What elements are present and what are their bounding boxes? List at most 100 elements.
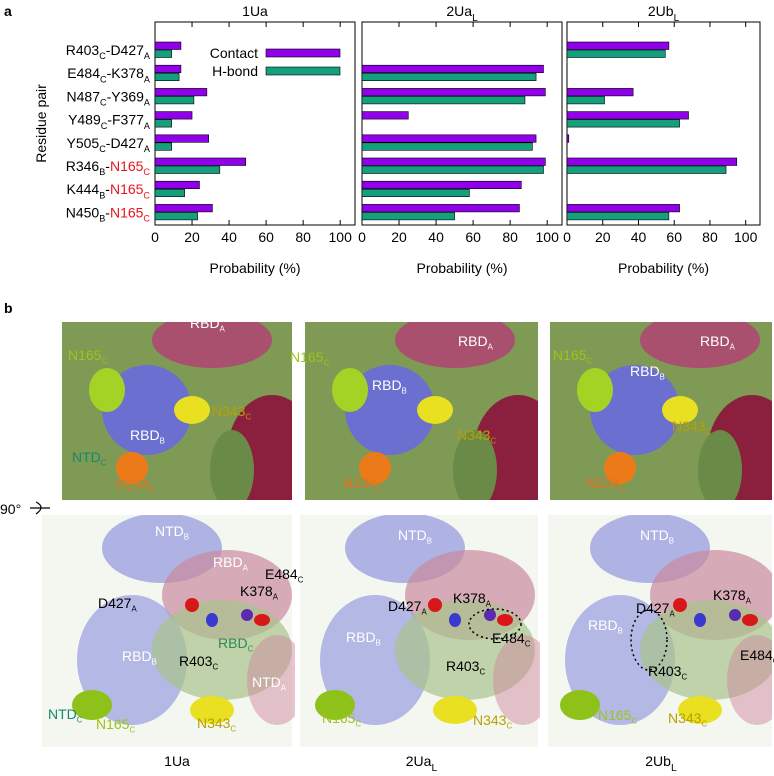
structure-label-sub: C bbox=[701, 720, 707, 729]
structure-label: RBDB bbox=[372, 377, 407, 396]
molecule-surface bbox=[72, 690, 112, 720]
structure-label-sub: B bbox=[669, 537, 674, 546]
molecule-surface bbox=[484, 609, 496, 621]
structure-label: N343C bbox=[668, 710, 707, 729]
structure-label: NTDB bbox=[640, 527, 674, 546]
structure-label: N343C bbox=[473, 712, 512, 731]
structure-label-text: RBD bbox=[346, 629, 376, 645]
y-tick-label-sub: B bbox=[99, 190, 105, 200]
structure-label-sub: C bbox=[149, 486, 155, 495]
x-tick-label: 100 bbox=[734, 229, 758, 245]
structure-top bbox=[550, 322, 772, 500]
bar bbox=[566, 49, 666, 58]
structure-label-text: RBD bbox=[122, 648, 152, 664]
molecule-surface bbox=[453, 430, 497, 500]
y-tick-label-sub: C bbox=[99, 144, 106, 154]
structure-label-sub: B bbox=[402, 387, 407, 396]
structure-label-sub: A bbox=[281, 684, 287, 693]
structure-label-text: R403 bbox=[446, 658, 480, 674]
structure-label-sub: C bbox=[506, 722, 512, 731]
structure-label: N343C bbox=[197, 715, 236, 734]
legend-swatch bbox=[265, 66, 341, 76]
y-tick-label-sub: C bbox=[100, 74, 107, 84]
structure-label: N234C bbox=[343, 475, 382, 494]
structure-label-sub: A bbox=[730, 343, 736, 352]
molecule-surface bbox=[315, 690, 355, 720]
structure-label: N234C bbox=[586, 475, 625, 494]
bar bbox=[566, 212, 670, 221]
y-tick-label-sub: A bbox=[144, 74, 151, 84]
x-axis-label: Probability (%) bbox=[618, 260, 709, 276]
structure-label-sub: B bbox=[427, 537, 432, 546]
x-tick-label: 20 bbox=[184, 229, 200, 245]
molecule-surface bbox=[241, 609, 253, 621]
bar bbox=[361, 64, 544, 73]
bar bbox=[566, 134, 570, 143]
structure-top bbox=[305, 322, 538, 500]
y-tick-label-sub: B bbox=[99, 167, 105, 177]
structure-label-text: RBD bbox=[372, 377, 402, 393]
structure-label-sub: C bbox=[479, 668, 485, 677]
structure-label-text: N343 bbox=[668, 710, 702, 726]
structure-label-sub: C bbox=[230, 725, 236, 734]
molecule-surface bbox=[210, 430, 254, 500]
bar bbox=[566, 96, 605, 105]
structure-label-text: RBD bbox=[458, 333, 488, 349]
structure-label-text: N234 bbox=[116, 476, 150, 492]
y-tick-label: N487C-Y369A bbox=[67, 88, 151, 107]
structure-label-text: N234 bbox=[586, 475, 620, 491]
subplot-title: 1Ua bbox=[242, 3, 268, 19]
structure-label: RBDB bbox=[630, 363, 665, 382]
bar bbox=[566, 88, 634, 97]
y-tick-label-text: N165 bbox=[110, 158, 144, 174]
structure-label-sub: C bbox=[248, 645, 254, 654]
bar bbox=[154, 134, 210, 143]
molecule-surface bbox=[727, 635, 772, 725]
molecule-surface bbox=[254, 614, 270, 626]
bar bbox=[154, 64, 182, 73]
y-tick-label-text: - bbox=[105, 204, 110, 220]
bar bbox=[154, 72, 180, 81]
structure-label-sub: C bbox=[101, 459, 107, 468]
structure-label-text: K378 bbox=[453, 590, 486, 606]
y-tick-label-text: E484 bbox=[67, 65, 100, 81]
subplot-title-sub: L bbox=[674, 13, 680, 24]
structure-label: NTDB bbox=[155, 523, 189, 542]
molecule-surface bbox=[640, 322, 760, 368]
structure-label-text: RBD bbox=[218, 635, 248, 651]
subplot-title: 2UbL bbox=[648, 3, 680, 24]
molecule-surface bbox=[497, 614, 513, 626]
subplot-title-text: 1Ua bbox=[242, 3, 268, 19]
structure-label: N165C bbox=[598, 707, 637, 726]
structure-label-text: RBD bbox=[213, 554, 243, 570]
bar bbox=[566, 204, 680, 213]
molecule-surface bbox=[417, 396, 453, 424]
molecule-surface bbox=[185, 598, 199, 612]
x-tick-label: 40 bbox=[631, 229, 647, 245]
y-tick-label-sub: C bbox=[101, 121, 108, 131]
y-tick-label-text: N165 bbox=[110, 181, 144, 197]
structure-label-text: NTD bbox=[155, 523, 184, 539]
structure-label-sub: C bbox=[376, 485, 382, 494]
structure-label: RBDB bbox=[588, 617, 623, 636]
molecule-surface bbox=[433, 696, 477, 724]
structure-label: R403C bbox=[179, 653, 218, 672]
y-tick-label-text: -D427 bbox=[106, 135, 144, 151]
structure-label-text: RBD bbox=[700, 333, 730, 349]
molecule-surface bbox=[694, 613, 706, 627]
structure-label-sub: C bbox=[705, 428, 711, 437]
structure-bottom bbox=[548, 515, 772, 747]
molecule-surface bbox=[89, 368, 125, 412]
bar bbox=[154, 88, 208, 97]
x-tick-label: 0 bbox=[151, 229, 159, 245]
rotation-label: 90° bbox=[0, 501, 21, 517]
y-tick-label: R346B-N165C bbox=[66, 158, 151, 177]
molecule-surface bbox=[493, 635, 540, 725]
subplot-title: 2UaL bbox=[446, 3, 478, 24]
structure-label-sub: C bbox=[245, 413, 251, 422]
y-tick-label-sub: C bbox=[100, 98, 107, 108]
y-tick-label-sub: C bbox=[143, 167, 150, 177]
bar bbox=[154, 165, 221, 174]
y-tick-label-sub: A bbox=[144, 98, 151, 108]
